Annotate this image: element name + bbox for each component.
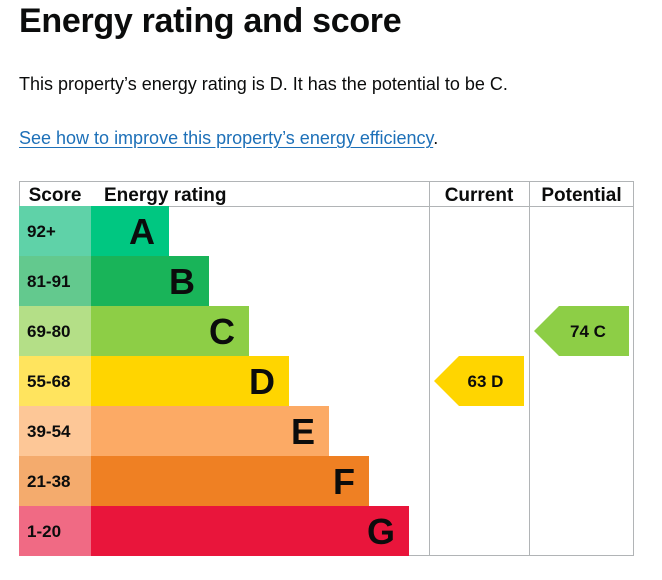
band-bar-d — [91, 356, 289, 406]
score-range-c: 69-80 — [27, 322, 70, 341]
band-bar-f — [91, 456, 369, 506]
score-cell-d — [19, 356, 91, 406]
score-range-d: 55-68 — [27, 372, 70, 391]
score-cell-c — [19, 306, 91, 356]
band-bar-a — [91, 206, 169, 256]
header-potential: Potential — [541, 185, 621, 206]
band-bar-b — [91, 256, 209, 306]
potential-rating-label: 74 C — [570, 322, 606, 341]
current-arrow — [434, 356, 524, 406]
score-range-g: 1-20 — [27, 522, 61, 541]
score-cell-f — [19, 456, 91, 506]
score-range-e: 39-54 — [27, 422, 71, 441]
score-cell-b — [19, 256, 91, 306]
page-title: Energy rating and score — [19, 2, 402, 40]
score-range-f: 21-38 — [27, 472, 70, 491]
band-letter-f: F — [333, 461, 355, 502]
band-letter-d: D — [249, 361, 275, 402]
score-cell-g — [19, 506, 91, 556]
rating-bands: 92+ A 81-91 B 69-80 C 55-68 D 39-54 E 21-38 F 1-20 G — [19, 206, 409, 556]
header-score: Score — [29, 185, 82, 206]
potential-arrow — [534, 306, 629, 356]
header-energy-rating: Energy rating — [104, 185, 226, 206]
score-cell-a — [19, 206, 91, 256]
rating-arrows: 63 D 74 C — [434, 306, 629, 406]
header-current: Current — [445, 185, 514, 206]
link-suffix: . — [433, 128, 439, 148]
band-bar-c — [91, 306, 249, 356]
score-cell-e — [19, 406, 91, 456]
chart-headers: Score Energy rating Current Potential — [29, 185, 622, 206]
band-bar-g — [91, 506, 409, 556]
score-range-a: 92+ — [27, 222, 56, 241]
current-rating-label: 63 D — [468, 372, 504, 391]
band-letter-b: B — [169, 261, 195, 302]
improve-link-line: See how to improve this property’s energ… — [19, 128, 438, 149]
improve-efficiency-link[interactable]: See how to improve this property’s energ… — [19, 128, 434, 148]
band-letter-c: C — [209, 311, 235, 352]
band-letter-g: G — [367, 511, 395, 552]
band-bar-e — [91, 406, 329, 456]
band-letter-a: A — [129, 211, 155, 252]
score-range-b: 81-91 — [27, 272, 70, 291]
rating-summary: This property’s energy rating is D. It h… — [19, 74, 508, 94]
band-letter-e: E — [291, 411, 315, 452]
